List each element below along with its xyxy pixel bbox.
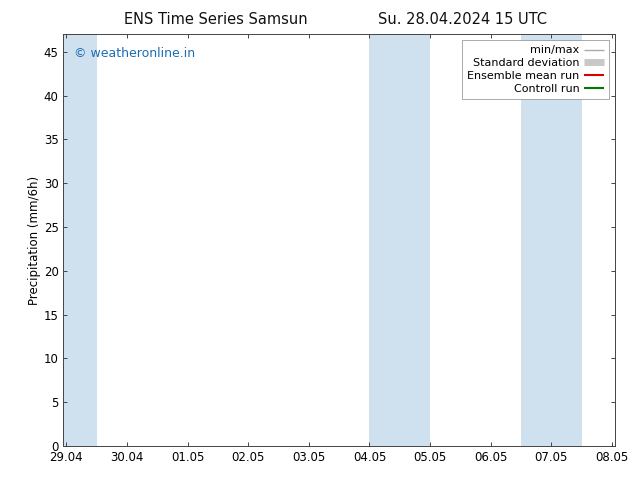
Legend: min/max, Standard deviation, Ensemble mean run, Controll run: min/max, Standard deviation, Ensemble me… <box>462 40 609 99</box>
Y-axis label: Precipitation (mm/6h): Precipitation (mm/6h) <box>28 175 41 305</box>
Bar <box>521 34 581 446</box>
Text: ENS Time Series Samsun: ENS Time Series Samsun <box>124 12 307 27</box>
Text: © weatheronline.in: © weatheronline.in <box>74 47 195 60</box>
Bar <box>63 34 97 446</box>
Bar <box>370 34 430 446</box>
Text: Su. 28.04.2024 15 UTC: Su. 28.04.2024 15 UTC <box>378 12 547 27</box>
